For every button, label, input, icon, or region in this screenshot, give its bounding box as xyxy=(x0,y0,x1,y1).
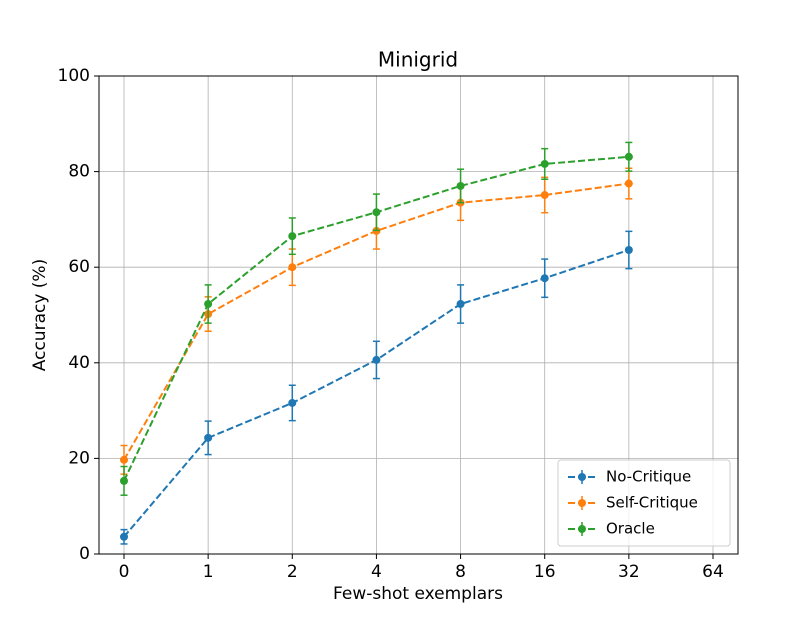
legend-marker xyxy=(578,525,586,533)
point xyxy=(456,300,465,309)
point xyxy=(288,398,297,407)
y-tick-label: 20 xyxy=(68,448,90,468)
point xyxy=(624,245,633,254)
point xyxy=(624,152,633,161)
point xyxy=(372,208,381,217)
y-tick-label: 0 xyxy=(79,544,90,564)
legend-marker xyxy=(578,499,586,507)
legend-label: Oracle xyxy=(606,520,655,538)
point xyxy=(288,232,297,241)
x-tick-label: 16 xyxy=(534,562,556,582)
x-axis-label: Few-shot exemplars xyxy=(333,584,503,604)
legend-marker xyxy=(578,473,586,481)
y-axis-label: Accuracy (%) xyxy=(30,259,50,371)
x-tick-label: 0 xyxy=(119,562,130,582)
legend-label: No-Critique xyxy=(606,468,691,486)
point xyxy=(120,532,128,541)
x-tick-label: 64 xyxy=(702,562,724,582)
point xyxy=(540,274,549,283)
chart-title: Minigrid xyxy=(378,48,458,72)
x-tick-label: 32 xyxy=(618,562,640,582)
point xyxy=(204,300,213,309)
x-tick-label: 4 xyxy=(371,562,382,582)
point xyxy=(540,191,549,200)
point xyxy=(624,179,633,188)
y-tick-label: 100 xyxy=(58,66,90,86)
x-tick-label: 1 xyxy=(203,562,214,582)
plot-frame xyxy=(98,75,739,555)
point xyxy=(456,181,465,190)
point xyxy=(120,455,128,464)
point xyxy=(288,263,297,272)
point xyxy=(372,355,381,364)
y-tick-label: 40 xyxy=(68,353,90,373)
legend-box xyxy=(557,459,731,547)
y-tick-label: 60 xyxy=(68,257,90,277)
point xyxy=(540,159,549,168)
x-tick-label: 8 xyxy=(455,562,466,582)
point xyxy=(120,476,128,485)
x-tick-label: 2 xyxy=(287,562,298,582)
point xyxy=(204,433,213,442)
y-tick-label: 80 xyxy=(68,162,90,182)
legend-label: Self-Critique xyxy=(606,494,698,512)
